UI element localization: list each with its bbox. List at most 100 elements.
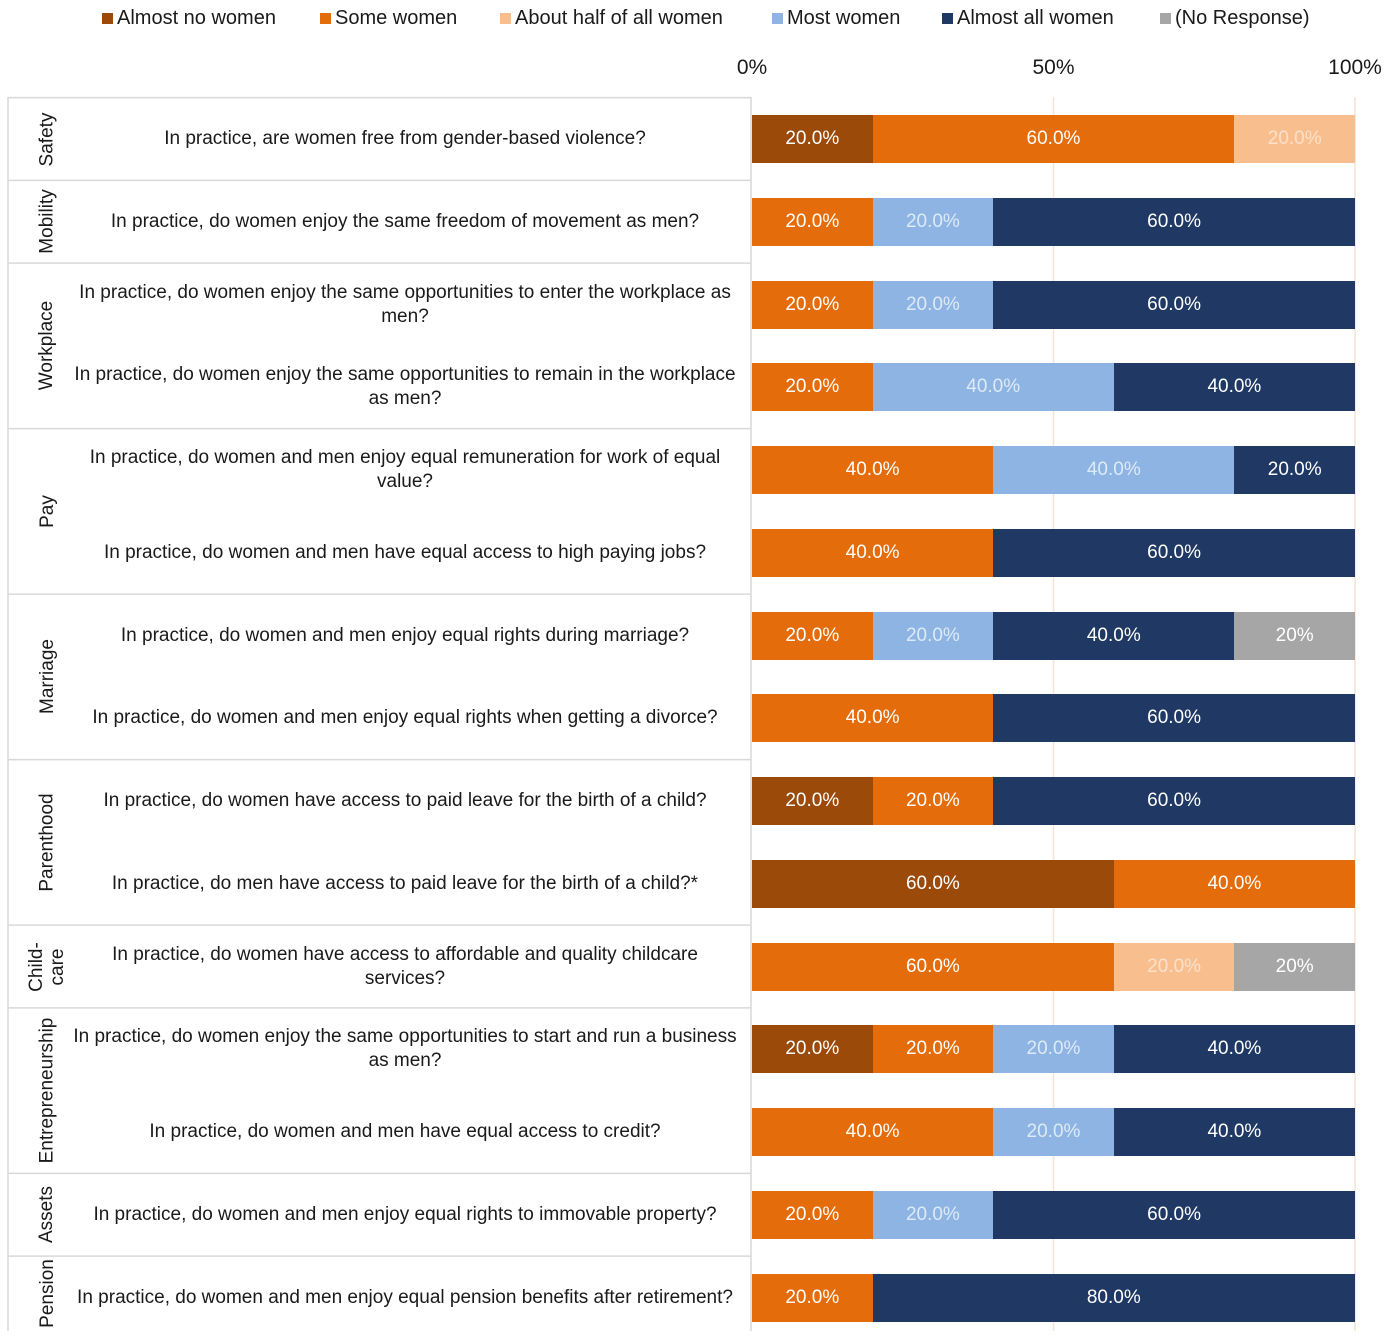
data-label: 20.0% bbox=[785, 210, 840, 232]
data-label: 40.0% bbox=[845, 541, 900, 563]
bar-segment: 20.0% bbox=[752, 280, 873, 329]
bar-segment: 40.0% bbox=[752, 694, 994, 743]
data-label: 20.0% bbox=[785, 293, 840, 315]
bar-segment: 20.0% bbox=[993, 1108, 1114, 1156]
legend-item: Some women bbox=[320, 4, 457, 32]
bar-segment: 20% bbox=[1234, 942, 1355, 991]
bar-segment: 20.0% bbox=[752, 611, 873, 660]
bar-segment: 20.0% bbox=[752, 1273, 873, 1322]
category-label: Child-care bbox=[26, 941, 68, 992]
legend-item: Almost no women bbox=[102, 4, 276, 32]
question-label: In practice, do women enjoy the same opp… bbox=[74, 364, 736, 410]
data-label: 20.0% bbox=[905, 1203, 960, 1225]
data-label: 80.0% bbox=[1086, 1286, 1141, 1308]
bar-segment: 60.0% bbox=[993, 197, 1355, 246]
data-label: 40.0% bbox=[1207, 376, 1262, 398]
data-label: 20.0% bbox=[1026, 1038, 1081, 1060]
bar-segment: 40.0% bbox=[993, 446, 1235, 494]
data-label: 20.0% bbox=[1026, 1121, 1081, 1142]
data-label: 40.0% bbox=[1207, 1121, 1262, 1142]
bar-segment: 60.0% bbox=[993, 694, 1355, 743]
question-label: In practice, do women and men enjoy equa… bbox=[93, 1203, 717, 1225]
question-label: In practice, do women enjoy the same fre… bbox=[110, 210, 700, 232]
bar-segment: 40.0% bbox=[1113, 363, 1355, 412]
bar-segment: 40.0% bbox=[1113, 1108, 1355, 1156]
data-label: 20.0% bbox=[785, 128, 840, 149]
bar-segment: 40.0% bbox=[752, 446, 994, 494]
data-label: 20.0% bbox=[905, 293, 960, 315]
data-label: 40.0% bbox=[1086, 624, 1141, 646]
bar-segment: 60.0% bbox=[872, 115, 1235, 163]
bar-segment: 60.0% bbox=[993, 280, 1355, 329]
data-label: 40.0% bbox=[1086, 459, 1141, 480]
data-label: 20% bbox=[1275, 955, 1314, 977]
data-label: 40.0% bbox=[966, 376, 1021, 398]
category-label: Marriage bbox=[36, 639, 58, 715]
data-label: 20% bbox=[1275, 624, 1314, 646]
data-label: 20.0% bbox=[785, 1203, 840, 1225]
data-label: 60.0% bbox=[1147, 790, 1202, 811]
data-label: 40.0% bbox=[1207, 1038, 1262, 1060]
bar-segment: 20.0% bbox=[872, 280, 994, 329]
data-label: 60.0% bbox=[1147, 293, 1202, 315]
bar-segment: 20.0% bbox=[1234, 115, 1355, 163]
legend-label: (No Response) bbox=[1175, 6, 1310, 29]
data-label: 60.0% bbox=[1147, 707, 1202, 729]
bar-segment: 60.0% bbox=[993, 1190, 1355, 1239]
category-label: Pay bbox=[36, 495, 58, 528]
data-label: 20.0% bbox=[785, 1286, 840, 1308]
data-label: 20.0% bbox=[905, 624, 960, 646]
data-label: 60.0% bbox=[1147, 541, 1202, 563]
category-label: Parenthood bbox=[36, 793, 58, 892]
bar-segment: 20.0% bbox=[752, 1190, 873, 1239]
legend-swatch bbox=[772, 12, 783, 24]
bar-segment: 20.0% bbox=[1234, 446, 1355, 494]
data-label: 20.0% bbox=[785, 624, 840, 646]
x-tick-label: 100% bbox=[1328, 56, 1382, 79]
data-label: 20.0% bbox=[905, 210, 960, 232]
data-label: 40.0% bbox=[845, 459, 900, 480]
data-label: 20.0% bbox=[1267, 459, 1322, 480]
chart-legend: Almost no women Some women About half of a… bbox=[0, 4, 1400, 32]
question-label: In practice, do women and men enjoy equa… bbox=[77, 1286, 733, 1308]
bar-segment: 20.0% bbox=[752, 1025, 873, 1074]
question-label: In practice, are women free from gender-… bbox=[164, 128, 646, 149]
question-label: In practice, do women and men enjoy equa… bbox=[120, 624, 690, 646]
data-label: 60.0% bbox=[905, 955, 960, 977]
x-tick-label: 50% bbox=[1032, 56, 1075, 79]
bar-segment: 20.0% bbox=[872, 1025, 994, 1074]
data-label: 40.0% bbox=[845, 707, 900, 729]
bar-segment: 40.0% bbox=[993, 611, 1235, 660]
question-label: In practice, do women and men have equal… bbox=[149, 1121, 661, 1142]
legend-label: About half of all women bbox=[515, 6, 723, 29]
bar-segment: 20.0% bbox=[872, 197, 994, 246]
bar-segment: 60.0% bbox=[752, 859, 1114, 908]
bar-segment: 20.0% bbox=[993, 1025, 1114, 1074]
legend-item: (No Response) bbox=[1160, 4, 1310, 32]
question-label: In practice, do women and men enjoy equa… bbox=[92, 707, 718, 729]
question-label: In practice, do women and men enjoy equa… bbox=[89, 447, 721, 492]
bar-segment: 20.0% bbox=[752, 777, 873, 825]
data-label: 20.0% bbox=[905, 1038, 960, 1060]
bar-segment: 60.0% bbox=[752, 942, 1114, 991]
data-label: 40.0% bbox=[1207, 872, 1262, 894]
data-label: 60.0% bbox=[1026, 128, 1081, 149]
category-label: Safety bbox=[36, 112, 58, 166]
category-label: Assets bbox=[36, 1186, 58, 1244]
legend-swatch bbox=[102, 12, 113, 24]
legend-item: Most women bbox=[772, 4, 900, 32]
data-label: 60.0% bbox=[905, 872, 960, 894]
question-label: In practice, do women have access to aff… bbox=[112, 943, 698, 989]
bar-segment: 20.0% bbox=[752, 115, 873, 163]
data-label: 20.0% bbox=[905, 790, 960, 811]
legend-label: Some women bbox=[335, 6, 458, 29]
question-label: In practice, do men have access to paid … bbox=[111, 872, 699, 894]
data-label: 20.0% bbox=[1147, 955, 1202, 977]
legend-label: Almost all women bbox=[957, 6, 1114, 29]
data-label: 20.0% bbox=[785, 790, 840, 811]
legend-item: About half of all women bbox=[500, 4, 723, 32]
bar-segment: 20% bbox=[1234, 611, 1355, 660]
legend-swatch bbox=[1160, 12, 1171, 24]
data-label: 20.0% bbox=[785, 1038, 840, 1060]
bar-segment: 40.0% bbox=[1113, 1025, 1355, 1074]
